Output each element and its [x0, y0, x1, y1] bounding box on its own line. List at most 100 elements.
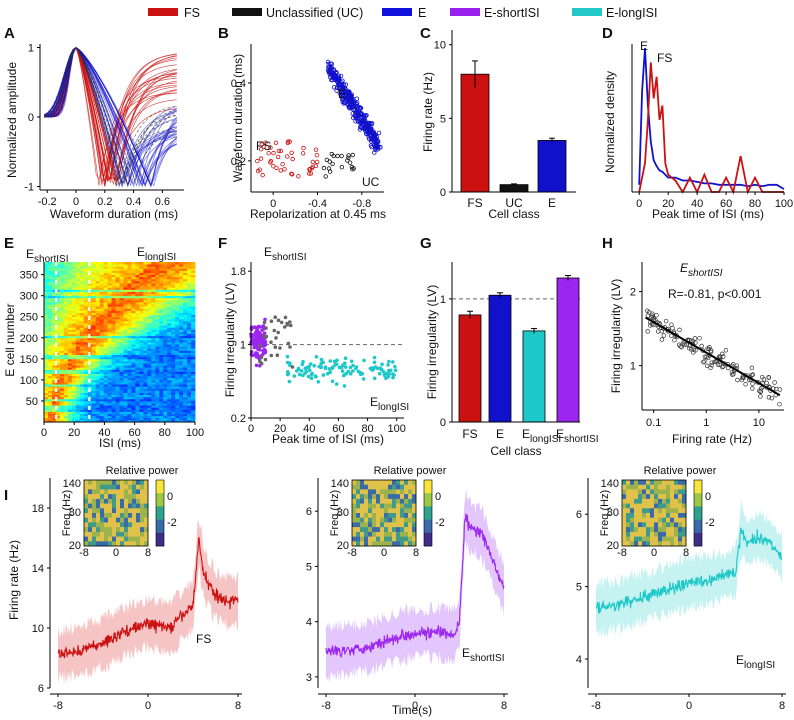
spectrogram-cell [372, 527, 377, 533]
heat-cell [135, 407, 140, 410]
heat-cell [95, 262, 101, 265]
heat-cell [123, 308, 128, 311]
heat-cell [111, 312, 116, 316]
heat-cell [91, 310, 97, 313]
heat-cell [147, 283, 152, 286]
heat-cell [123, 417, 128, 421]
heat-cell [99, 400, 104, 404]
heat-cell [155, 306, 160, 309]
spectrogram-cell [384, 489, 389, 495]
point-fs [271, 150, 276, 156]
heat-cell [71, 352, 77, 356]
heat-cell [163, 274, 168, 278]
heat-cell [171, 316, 176, 320]
heat-cell [127, 287, 132, 290]
spectrogram-cell [674, 503, 679, 509]
spectrogram-cell [396, 531, 401, 537]
heat-cell [171, 356, 176, 360]
heat-cell [67, 306, 73, 309]
heat-cell [47, 363, 53, 366]
heat-cell [131, 312, 136, 316]
heat-cell [79, 354, 85, 358]
point [650, 311, 655, 317]
spectrogram-cell [364, 536, 369, 542]
heat-cell [99, 285, 104, 288]
heat-cell [71, 320, 77, 324]
heat-cell [63, 318, 69, 322]
spectrogram-cell [682, 498, 687, 504]
point [704, 354, 709, 360]
point-e-longisi [372, 355, 377, 360]
point [777, 387, 783, 392]
point-e-longisi [351, 363, 355, 368]
spectrogram-cell [400, 517, 405, 523]
heat-cell [175, 413, 180, 417]
panel-b-ylabel: Waveform duration (ms) [231, 54, 245, 182]
heat-cell [115, 272, 120, 276]
heat-cell [167, 371, 172, 374]
heat-cell [123, 363, 128, 366]
heat-cell [59, 379, 65, 383]
heat-cell [123, 358, 128, 362]
heat-cell [167, 331, 172, 334]
tick-label: 0 [686, 700, 692, 712]
point-e-shortisi [254, 351, 258, 355]
heat-cell [47, 350, 53, 353]
spectrogram-cell [400, 503, 405, 509]
heat-cell [147, 308, 152, 311]
heat-cell [79, 356, 85, 360]
heat-cell [47, 314, 53, 318]
heat-cell [47, 291, 53, 294]
heat-cell [167, 323, 172, 326]
heat-cell [131, 272, 136, 276]
heat-cell [51, 358, 57, 362]
heat-cell [191, 403, 196, 406]
point-e-longisi [393, 368, 398, 373]
heat-cell [67, 405, 73, 408]
heat-cell [119, 299, 124, 303]
heat-cell [155, 411, 160, 414]
heat-cell [47, 358, 53, 362]
heat-cell [95, 354, 101, 358]
spectrogram-cell [84, 513, 89, 518]
heat-cell [159, 415, 164, 419]
heat-cell [99, 390, 104, 393]
heat-cell [179, 344, 184, 347]
spectrogram-cell [368, 508, 373, 514]
heat-cell [103, 371, 108, 374]
heat-cell [159, 268, 164, 271]
heat-cell [163, 314, 168, 318]
heat-cell [44, 270, 49, 273]
heat-cell [95, 320, 101, 324]
point-e [369, 121, 375, 127]
heat-cell [79, 270, 85, 273]
heat-cell [123, 352, 128, 356]
heat-cell [44, 358, 49, 362]
spectrogram-cell [368, 489, 373, 495]
spectrogram-cell [634, 503, 639, 509]
spectrogram-cell [116, 484, 121, 490]
heat-cell [151, 411, 156, 414]
heat-cell [135, 369, 140, 372]
heat-cell [75, 352, 81, 356]
heat-cell [95, 348, 101, 351]
heat-cell [83, 348, 89, 351]
spectrogram-cell [120, 508, 125, 514]
heat-cell [111, 384, 116, 387]
spectrogram-cell [646, 513, 651, 518]
spectrogram-cell [124, 527, 129, 533]
heat-cell [71, 304, 77, 307]
point-e-shortisi [260, 342, 265, 347]
heat-cell [103, 398, 108, 402]
heat-cell [127, 323, 132, 326]
tick-label: 0 [248, 423, 254, 435]
heat-cell [191, 342, 196, 345]
heat-cell [83, 377, 89, 381]
point [648, 323, 653, 328]
point-other [259, 355, 264, 360]
heat-cell [167, 302, 172, 305]
heat-cell [75, 314, 81, 318]
panel-i-ylabel: Firing rate (Hz) [7, 540, 21, 620]
heat-cell [103, 306, 108, 309]
spectrogram-cell [128, 503, 133, 509]
